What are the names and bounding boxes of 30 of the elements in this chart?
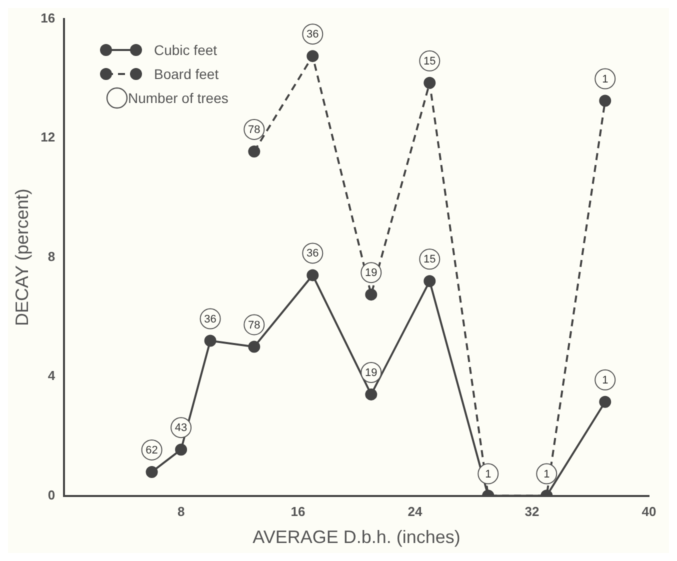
y-tick-label: 4 (48, 368, 56, 384)
annotation: 15 (424, 254, 436, 266)
annotation: Number of trees (128, 90, 228, 106)
x-tick-label: 32 (524, 504, 540, 520)
annotation: 19 (365, 267, 378, 280)
y-tick-label: 8 (48, 248, 56, 264)
legend-label: Cubic feet (154, 42, 218, 58)
annotation: 1 (544, 468, 550, 480)
annotation: 19 (365, 366, 378, 379)
annotation: 78 (248, 124, 260, 136)
annotation: 1 (485, 468, 492, 480)
y-tick-label: 16 (40, 10, 56, 26)
annotation: 36 (306, 248, 319, 260)
y-axis-title: DECAY (percent) (12, 188, 32, 326)
x-axis-title: AVERAGE D.b.h. (inches) (252, 527, 460, 548)
annotation: 1 (602, 73, 608, 86)
annotation: 15 (424, 55, 436, 68)
annotation: 36 (306, 28, 319, 41)
annotation: 1 (602, 374, 608, 386)
annotation: 36 (204, 313, 216, 326)
y-tick-label: 0 (48, 487, 56, 502)
legend-label: Board feet (154, 66, 219, 82)
annotation: 43 (174, 422, 188, 434)
y-tick-label: 12 (40, 130, 56, 145)
x-tick-label: 16 (290, 504, 306, 520)
annotation: 62 (146, 444, 158, 456)
x-tick-label: 40 (642, 504, 656, 520)
x-tick-label: 24 (408, 504, 424, 520)
x-tick-label: 8 (177, 504, 185, 520)
annotation: 78 (248, 319, 260, 332)
